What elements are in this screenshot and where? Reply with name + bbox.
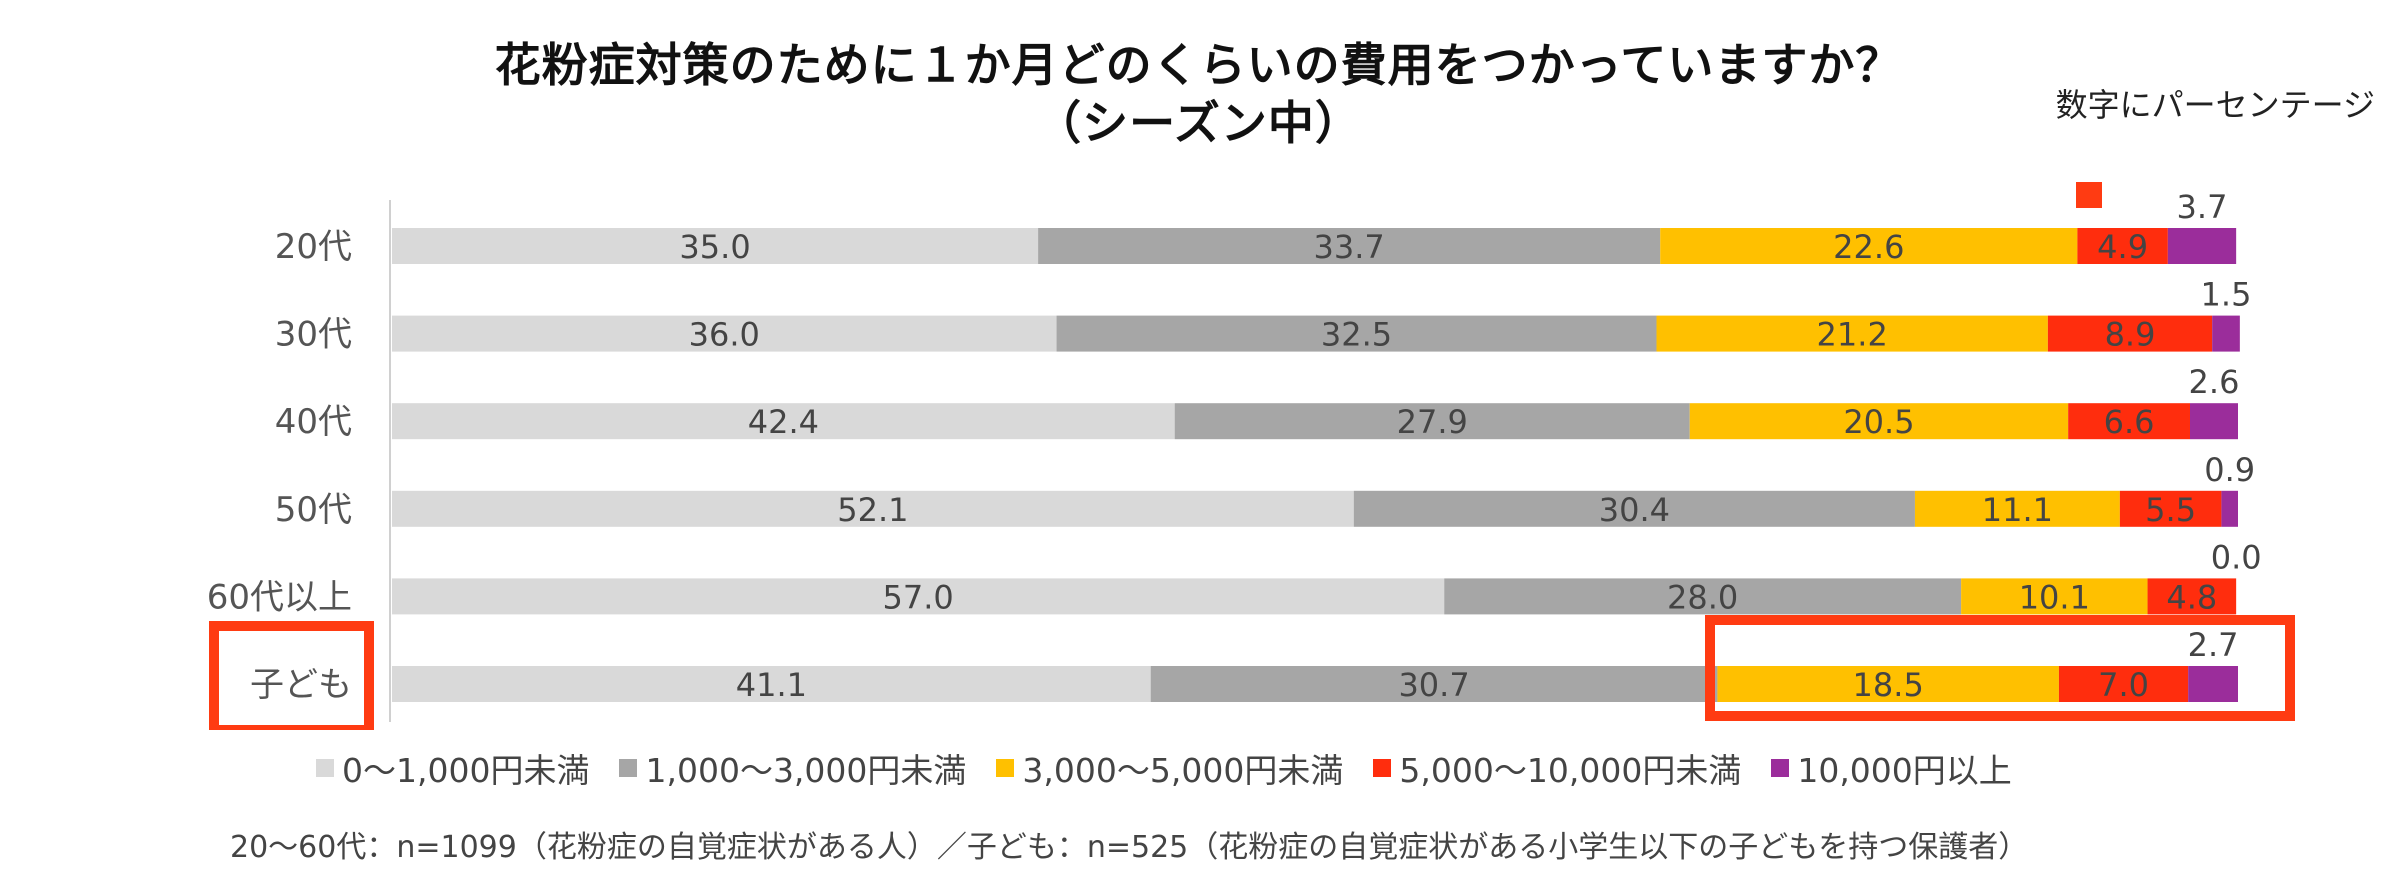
- bar-segment: [2167, 228, 2237, 264]
- data-label: 57.0: [882, 578, 953, 616]
- bar-segment: [2212, 315, 2240, 352]
- bar-segment: [2068, 403, 2191, 440]
- bar-segment: [2119, 490, 2222, 527]
- bar-segment: [1174, 403, 1690, 440]
- highlight-box-label: [209, 621, 374, 730]
- legend-swatch-3: [1373, 759, 1392, 777]
- data-label: 22.6: [1833, 228, 1904, 266]
- data-label: 2.7: [2188, 626, 2239, 664]
- data-label: 4.9: [2097, 228, 2148, 266]
- data-label: 11.1: [1982, 491, 2053, 529]
- bar-segment: [1961, 578, 2148, 615]
- data-label: 52.1: [837, 491, 908, 529]
- marker-square: [2076, 182, 2102, 208]
- data-label: 2.6: [2189, 363, 2240, 401]
- bar-segment: [2077, 228, 2168, 264]
- legend-label-2: 3,000～5,000円未満: [1022, 751, 1344, 790]
- bar-segment: [392, 490, 1354, 527]
- legend-label-0: 0～1,000円未満: [342, 751, 590, 790]
- bar-segment: [392, 228, 1039, 264]
- legend-item-4: 10,000円以上: [1771, 744, 2012, 792]
- data-label: 35.0: [679, 228, 750, 266]
- category-label: 60代以上: [207, 577, 352, 617]
- category-label: 40代: [275, 402, 352, 442]
- legend-label-4: 10,000円以上: [1797, 751, 2012, 790]
- data-label: 33.7: [1314, 228, 1385, 266]
- legend-swatch-1: [619, 759, 638, 777]
- chart-title-line-2: （シーズン中）: [1035, 96, 1362, 150]
- bar-segment: [1717, 666, 2059, 702]
- bar-segment: [392, 578, 1445, 615]
- chart-title-line-1: 花粉症対策のために１か月どのくらいの費用をつかっていますか？: [494, 38, 1903, 92]
- sample-footnote: 20～60代：n=1099（花粉症の自覚症状がある人）／子ども：n=525（花粉…: [230, 830, 2029, 865]
- bar-segment: [1056, 315, 1657, 352]
- bar-segment: [1656, 315, 2048, 352]
- legend-swatch-0: [316, 759, 334, 777]
- bar-segment: [2188, 666, 2238, 702]
- bar-segment: [392, 403, 1175, 440]
- data-label: 1.5: [2201, 276, 2252, 314]
- data-label: 6.6: [2104, 403, 2155, 441]
- bar-segment: [1689, 403, 2069, 440]
- data-label: 8.9: [2105, 316, 2156, 354]
- data-label: 36.0: [689, 316, 760, 354]
- legend-item-2: 3,000～5,000円未満: [996, 744, 1343, 792]
- data-label: 30.7: [1398, 666, 1469, 704]
- data-label: 32.5: [1321, 316, 1392, 354]
- data-label: 18.5: [1853, 666, 1924, 704]
- unit-note: 数字にパーセンテージ: [2055, 86, 2375, 124]
- chart-legend: 0～1,000円未満 1,000～3,000円未満 3,000～5,000円未満…: [316, 744, 2012, 792]
- legend-swatch-4: [1771, 759, 1790, 777]
- chart-title: 花粉症対策のために１か月どのくらいの費用をつかっていますか？ （シーズン中）: [0, 36, 2397, 152]
- bar-segment: [2058, 666, 2189, 702]
- data-label: 21.2: [1817, 316, 1888, 354]
- data-label: 0.0: [2211, 538, 2262, 576]
- bar-segment: [392, 666, 1151, 702]
- bar-segment: [2190, 403, 2238, 440]
- data-label: 5.5: [2145, 491, 2196, 529]
- data-label: 3.7: [2177, 188, 2228, 226]
- bar-segment: [2221, 490, 2238, 527]
- category-label: 50代: [275, 490, 352, 530]
- bar-segment: [1660, 228, 2078, 264]
- stacked-bar-chart: 20代 35.0 33.7 22.6 4.9 3.7 30代 36.0 32.5 21.2 8.9 1…: [207, 182, 2295, 730]
- bar-segment: [2147, 578, 2237, 615]
- data-label: 27.9: [1397, 403, 1468, 441]
- data-label: 41.1: [736, 666, 807, 704]
- legend-item-0: 0～1,000円未満: [316, 744, 589, 792]
- highlight-box-bars: [1705, 615, 2295, 721]
- data-label: 7.0: [2098, 666, 2149, 704]
- category-label: 30代: [275, 315, 352, 355]
- bar-segment: [1914, 490, 2120, 527]
- bar-segment: [1038, 228, 1661, 264]
- legend-label-1: 1,000～3,000円未満: [645, 751, 967, 790]
- data-label: 28.0: [1667, 578, 1738, 616]
- data-label: 20.5: [1843, 403, 1914, 441]
- legend-item-3: 5,000～10,000円未満: [1373, 744, 1741, 792]
- category-label: 子ども: [250, 665, 352, 705]
- legend-label-3: 5,000～10,000円未満: [1399, 751, 1742, 790]
- bar-segment: [2047, 315, 2213, 352]
- bar-segment: [1444, 578, 1962, 615]
- bar-segment: [1353, 490, 1915, 527]
- legend-swatch-2: [996, 759, 1015, 777]
- data-label: 42.4: [748, 403, 819, 441]
- data-label: 30.4: [1599, 491, 1670, 529]
- data-label: 10.1: [2019, 578, 2090, 616]
- bar-segment: [1150, 666, 1718, 702]
- legend-item-1: 1,000～3,000円未満: [619, 744, 966, 792]
- data-label: 0.9: [2204, 451, 2255, 489]
- data-label: 4.8: [2166, 578, 2217, 616]
- bar-segment: [392, 315, 1057, 352]
- category-label: 20代: [275, 227, 352, 267]
